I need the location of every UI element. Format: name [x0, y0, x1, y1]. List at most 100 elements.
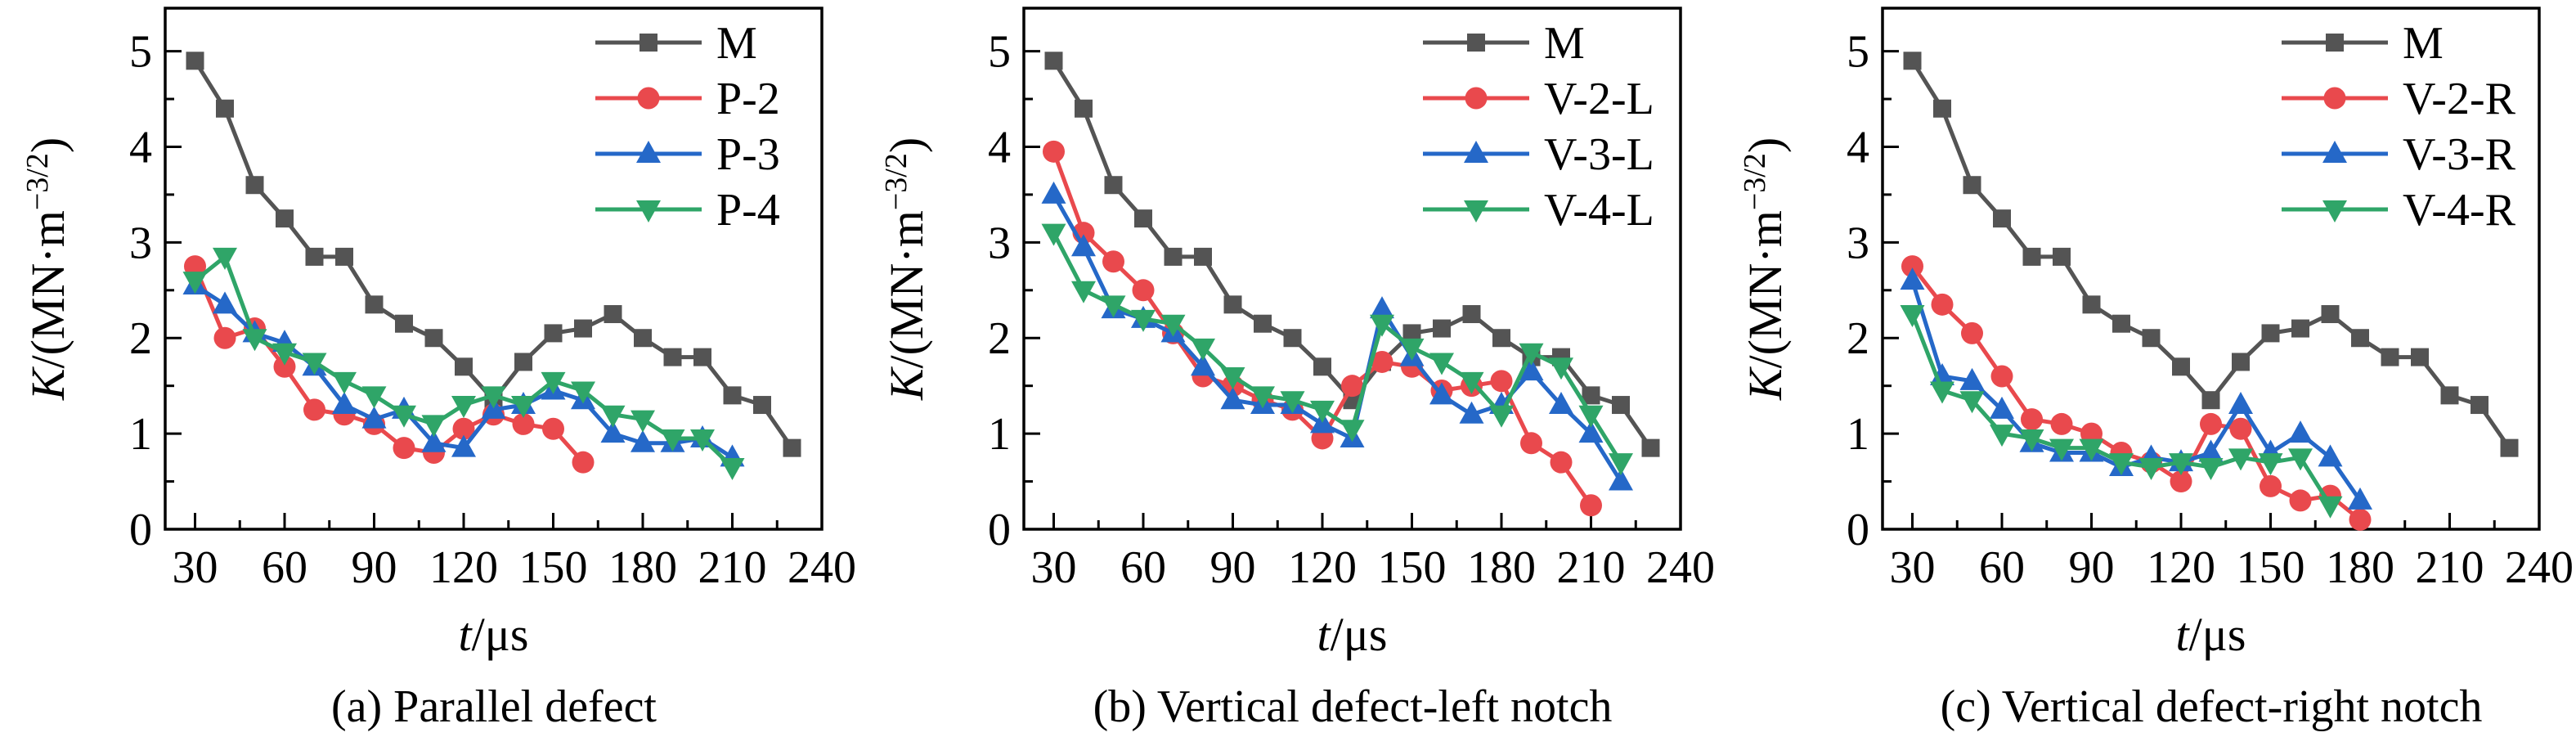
legend-label-V-3-L: V-3-L [1544, 129, 1654, 180]
series-P-4-marker [392, 405, 416, 428]
series-V-3-R-marker [2348, 487, 2372, 510]
legend-label-M: M [2403, 18, 2444, 69]
series-V-3-L-marker [1519, 358, 1544, 381]
x-tick-label: 120 [1288, 542, 1357, 593]
legend-label-V-2-R: V-2-R [2403, 74, 2516, 124]
legend-label-V-4-R: V-4-R [2403, 185, 2516, 236]
series-V-4-R-marker [2138, 458, 2164, 481]
series-V-3-L-marker [1071, 234, 1096, 257]
legend-label-V-3-R: V-3-R [2403, 129, 2516, 180]
series-P-3-marker [361, 406, 387, 429]
y-tick-label: 3 [988, 218, 1011, 268]
series-V-3-L-marker [1459, 401, 1484, 424]
legend-label-P-2: P-2 [716, 74, 780, 124]
legend-marker-V-3-R [2322, 141, 2347, 163]
series-M-marker [2142, 329, 2161, 348]
panel-a-caption: (a) Parallel defect [331, 681, 657, 732]
series-V-2-R-marker [2260, 474, 2282, 497]
series-P-4-marker [302, 353, 327, 375]
panel-c-chart: 30 60 90 120 150 180 210 240 0 1 2 3 4 5 t/μs K/(MN·m−3… [1738, 7, 2574, 661]
series-V-2-R-marker [2229, 417, 2252, 440]
y-tick-label: 5 [988, 27, 1011, 78]
series-M-marker [634, 329, 652, 348]
legend-marker-M [640, 34, 657, 52]
series-V-2-L-marker [1043, 140, 1065, 163]
x-tick-label: 30 [1890, 542, 1936, 593]
series-P-4-marker [361, 386, 387, 409]
series-V-4-L-marker [1250, 386, 1275, 409]
series-V-4-L-marker [1519, 343, 1544, 366]
series-M-marker [1903, 52, 1922, 70]
series-M-marker [2351, 329, 2369, 348]
series-P-4-marker [481, 386, 506, 409]
series-M-marker [2201, 391, 2220, 410]
series-V-2-L-marker [1102, 250, 1124, 273]
panel-a-chart: 30 60 90 120 150 180 210 240 0 1 2 3 4 5 t/μs K/(MN·m−3… [20, 7, 856, 661]
x-tick-label: 120 [429, 542, 498, 593]
plot-box [164, 7, 824, 531]
x-tick-label: 180 [2326, 542, 2394, 593]
x-tick-label: 240 [1646, 542, 1715, 593]
series-V-4-R-marker [1900, 305, 1925, 328]
series-V-2-R-marker [1931, 293, 1954, 316]
series-P-2-marker [273, 355, 296, 378]
y-tick-label: 5 [129, 27, 152, 78]
x-tick-label: 90 [2069, 542, 2115, 593]
series-P-2-marker [512, 412, 535, 435]
panel-c: 30 60 90 120 150 180 210 240 0 1 2 3 4 5 t/μs K/(MN·m−3… [1717, 0, 2576, 737]
y-tick-label: 4 [129, 122, 152, 173]
series-V-4-R-marker [1930, 381, 1954, 404]
x-tick-label: 60 [1979, 542, 2025, 593]
series-V-2-L-marker [1580, 494, 1602, 517]
series-M-marker [693, 348, 711, 366]
y-tick-label: 2 [988, 313, 1011, 364]
legend-marker-P-4 [636, 200, 661, 222]
series-M-marker [1582, 386, 1600, 405]
series-M-marker [365, 295, 384, 314]
series-M-marker [1164, 247, 1183, 266]
series-V-4-L-marker [1340, 420, 1365, 443]
x-axis-label: t/μs [459, 608, 529, 661]
series-V-4-R-marker [2228, 448, 2253, 471]
series-M-marker [2440, 386, 2459, 405]
series-P-3-marker [421, 429, 447, 452]
series-M-marker [1933, 99, 1951, 118]
series-P-3-marker [451, 434, 476, 457]
series-P-4-marker [541, 371, 566, 394]
legend-label-V-4-L: V-4-L [1544, 185, 1654, 236]
legend-marker-P-3 [636, 141, 661, 163]
x-tick-label: 30 [1031, 542, 1077, 593]
x-tick-label: 180 [608, 542, 677, 593]
series-V-4-L-marker [1310, 400, 1335, 423]
y-tick-label: 5 [1847, 27, 1869, 78]
series-V-3-R-marker [1900, 267, 1925, 290]
series-P-3-marker [332, 392, 357, 415]
series-M-marker [424, 329, 443, 348]
legend-label-M: M [1544, 18, 1585, 69]
y-tick-label: 4 [1847, 122, 1869, 173]
y-axis-label: K/(MN·m−3/2) [879, 137, 933, 401]
series-M-marker [1433, 319, 1451, 338]
series-V-2-L-marker [1550, 451, 1573, 474]
series-V-4-R-marker [2079, 438, 2104, 461]
series-P-4-marker [182, 272, 208, 294]
panel-b: 30 60 90 120 150 180 210 240 0 1 2 3 4 5 t/μs K/(MN·m−3… [859, 0, 1717, 737]
series-V-4-L-marker [1101, 295, 1126, 318]
series-M-marker [1641, 438, 1660, 457]
series-V-2-R-marker [1961, 321, 1983, 344]
legend-marker-V-2-R [2323, 87, 2346, 110]
series-V-2-R-marker [2289, 489, 2312, 512]
x-tick-label: 30 [173, 542, 218, 593]
series-P-4-marker [421, 415, 447, 438]
series-M-marker [604, 305, 622, 324]
y-tick-label: 3 [1847, 218, 1869, 268]
panel-c-caption: (c) Vertical defect-right notch [1940, 681, 2483, 732]
series-P-4-marker [272, 343, 297, 366]
series-V-4-L-marker [1399, 338, 1425, 361]
series-V-2-L-marker [1490, 370, 1513, 393]
x-tick-label: 210 [2416, 542, 2484, 593]
series-V-4-R-marker [2109, 453, 2134, 476]
series-M-marker [1462, 305, 1481, 324]
series-M-marker [2022, 247, 2041, 266]
x-tick-label: 210 [698, 542, 767, 593]
